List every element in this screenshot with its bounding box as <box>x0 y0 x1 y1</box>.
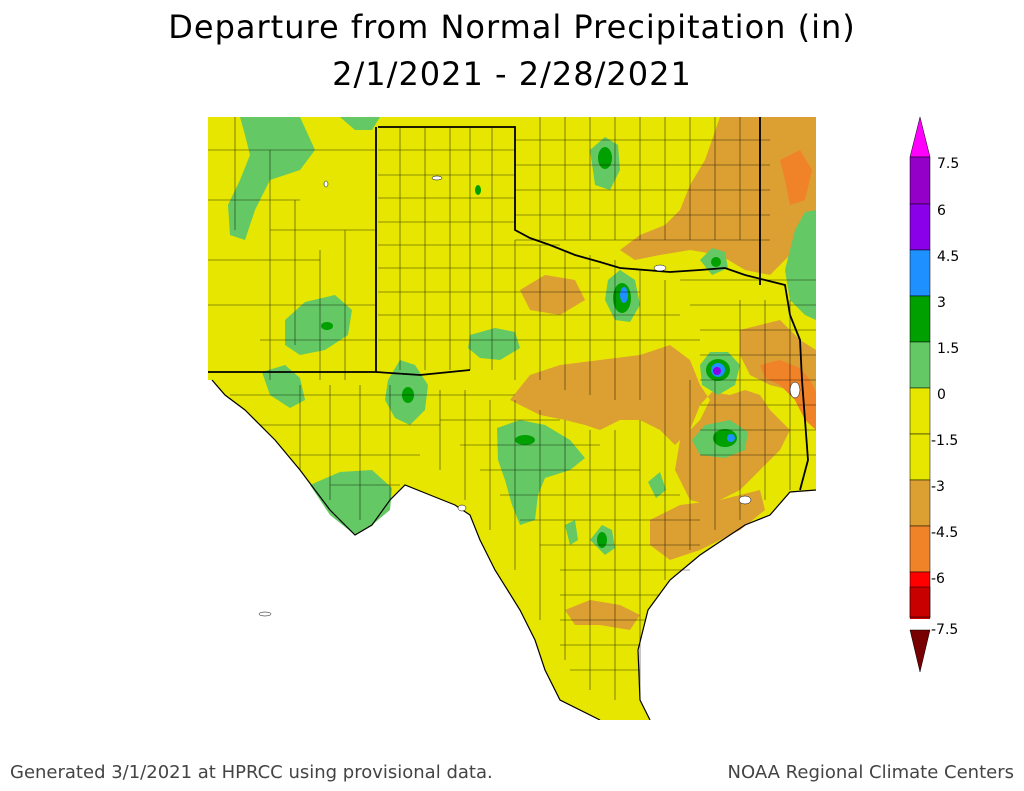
county-lines <box>208 117 816 700</box>
legend-swatch <box>909 156 931 205</box>
legend-label: 1.5 <box>937 341 959 357</box>
gulf-of-mexico <box>638 490 816 720</box>
credit-note: NOAA Regional Climate Centers <box>727 762 1015 783</box>
map-title: Departure from Normal Precipitation (in) <box>168 8 856 46</box>
legend-label: 0 <box>937 387 946 403</box>
precipitation-map <box>208 117 816 720</box>
generated-note: Generated 3/1/2021 at HPRCC using provis… <box>10 762 493 783</box>
legend-swatch <box>909 525 931 573</box>
map-date-range: 2/1/2021 - 2/28/2021 <box>332 55 692 93</box>
legend-label: -7.5 <box>931 622 958 638</box>
lakes <box>258 175 801 617</box>
legend-label: -1.5 <box>931 433 958 449</box>
legend-label: 4.5 <box>937 249 959 265</box>
legend-swatch <box>909 341 931 389</box>
legend-label: -6 <box>931 571 945 587</box>
legend-colorbar: 7.5 6 4.5 3 1.5 0 -1.5 -3 -4.5 -6 -7.5 <box>909 116 959 673</box>
legend-swatch <box>909 295 931 343</box>
texas-border <box>211 379 601 720</box>
legend-arrow-bottom <box>909 629 931 673</box>
legend-swatch <box>910 618 930 619</box>
legend-label: -3 <box>931 479 945 495</box>
gulf-coast <box>637 489 816 720</box>
extreme-wet-anomalies <box>620 287 735 442</box>
legend-swatch <box>909 479 931 527</box>
legend-label: 6 <box>937 203 946 219</box>
legend-label: 7.5 <box>937 156 959 172</box>
legend-label: 3 <box>937 295 946 311</box>
state-boundaries <box>208 117 809 491</box>
mexico-area <box>208 380 600 720</box>
legend-swatch <box>909 586 931 618</box>
legend-swatch <box>909 433 931 481</box>
legend-arrow-top <box>909 116 931 158</box>
legend-label: -4.5 <box>931 525 958 541</box>
legend-swatch <box>909 387 931 435</box>
legend-swatch <box>909 203 931 251</box>
legend-swatch <box>909 249 931 297</box>
